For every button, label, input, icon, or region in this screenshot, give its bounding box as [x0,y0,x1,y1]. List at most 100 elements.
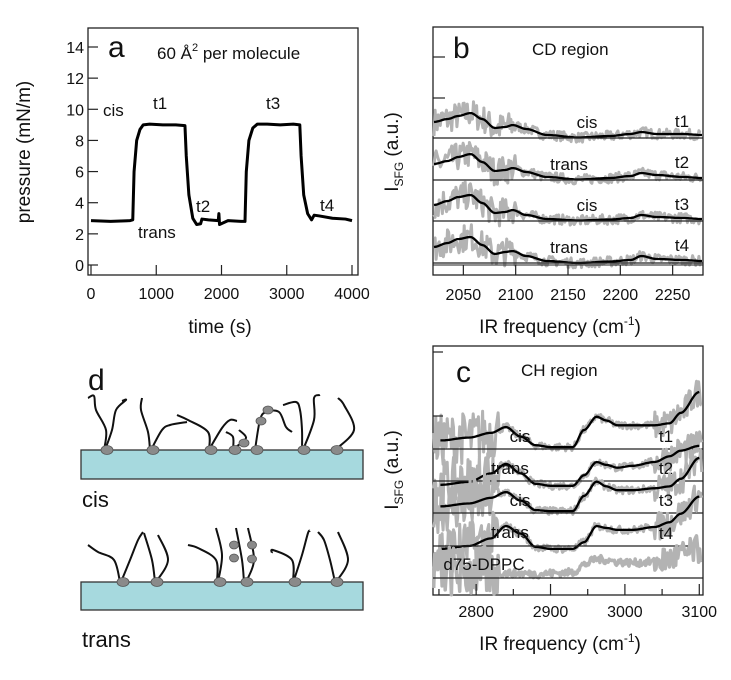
plot-frame-a [87,27,359,276]
data-trace-t3 [432,448,704,534]
headgroup [204,445,218,455]
pressure-line [90,122,353,227]
lipid-tail [335,531,350,583]
lipid-tail [293,529,311,581]
lipid-tail [87,394,108,451]
y-tick-label: 6 [75,165,84,182]
annotation: 60 Å2 per molecule [157,42,300,63]
headgroup [297,445,311,455]
headgroup [150,577,164,587]
label-t4: t4 [659,524,673,543]
y-tick-label: 10 [66,102,84,119]
label-t4: t4 [675,236,689,255]
lipid-tail [155,534,170,583]
label-cis: cis [103,101,124,120]
fit-curve-t1 [433,111,702,139]
headgroup [247,540,257,550]
label-cis: cis [577,113,598,132]
label-t2: t2 [196,197,210,216]
x-tick-label: 2250 [655,287,691,304]
x-tick-label: 2050 [446,287,482,304]
label-cis: cis [510,427,531,446]
fit-curve-t4 [440,495,700,551]
x-tick-label: 3000 [607,604,643,621]
y-tick-label: 8 [75,133,84,150]
fit-curve-t3 [440,456,700,513]
lipid-tail [215,527,224,583]
headgroup [238,438,250,448]
panel-letter-d: d [88,364,105,397]
panel-letter-a: a [108,31,125,64]
y-tick-label: 0 [75,258,84,275]
y-tick-label: 2 [75,227,84,244]
label-t1: t1 [675,112,689,131]
headgroup [229,553,239,563]
label-trans: trans [491,459,529,478]
lipid-tail [120,531,144,583]
headgroup [240,577,254,587]
y-tick-label: 14 [66,40,84,57]
headgroup [116,577,130,587]
x-axis-label: IR frequency (cm-1) [479,631,641,655]
headgroup [229,540,239,550]
data-trace-t3 [432,180,702,228]
label-cis-schematic: cis [82,487,109,512]
x-tick-label: 2000 [204,286,240,303]
x-tick-label: 2100 [498,287,534,304]
label-t3: t3 [659,491,673,510]
y-tick-label: 12 [66,71,84,88]
lipid-tail [139,397,151,451]
lipid-tail [176,414,211,451]
lipid-tail [209,418,238,449]
label-trans: trans [138,223,176,242]
x-tick-label: 4000 [334,286,370,303]
label-cis: cis [510,491,531,510]
x-tick-label: 3000 [269,286,305,303]
lipid-tail [302,394,321,451]
label-trans: trans [550,155,588,174]
x-tick-label: 2200 [603,287,639,304]
x-tick-label: 0 [87,286,96,303]
x-tick-label: 2150 [550,287,586,304]
lipid-tail [143,532,156,583]
headgroup [288,577,302,587]
label-trans-schematic: trans [82,627,131,652]
label-trans: trans [550,238,588,257]
x-tick-label: 2800 [458,604,494,621]
lipid-tail [282,400,304,451]
water-substrate-cis [80,449,364,480]
y-tick-label: 4 [75,196,84,213]
x-axis-label: time (s) [188,317,251,338]
fit-curve-t3 [433,193,702,222]
data-trace-t1 [432,379,703,467]
panel-title: CD region [532,40,609,59]
label-t3: t3 [266,94,280,113]
y-axis-label: ISFG (a.u.) [382,430,406,510]
label-t3: t3 [675,195,689,214]
lipid-tail [187,544,219,583]
headgroup [255,416,267,426]
label-trans: trans [491,523,529,542]
panel-letter-b: b [453,32,470,65]
lipid-tail [334,397,356,451]
x-axis-label: IR frequency (cm-1) [479,314,641,338]
headgroup [228,445,242,455]
lipid-tail [235,527,245,583]
headgroup [213,577,227,587]
label-t1: t1 [659,427,673,446]
label-cis: cis [577,196,598,215]
x-tick-label: 1000 [138,286,174,303]
y-axis-label: pressure (mN/m) [14,81,35,224]
headgroup [247,554,257,564]
lipid-tail [87,544,121,583]
x-tick-label: 3100 [681,604,717,621]
y-axis-label: ISFG (a.u.) [382,112,406,192]
label-d75-DPPC: d75-DPPC [443,555,524,574]
lipid-tail [317,531,336,583]
headgroup [330,445,344,455]
headgroup [250,445,264,455]
fit-curve-t2 [433,152,702,181]
x-tick-label: 2900 [533,604,569,621]
lipid-tail [235,429,247,448]
